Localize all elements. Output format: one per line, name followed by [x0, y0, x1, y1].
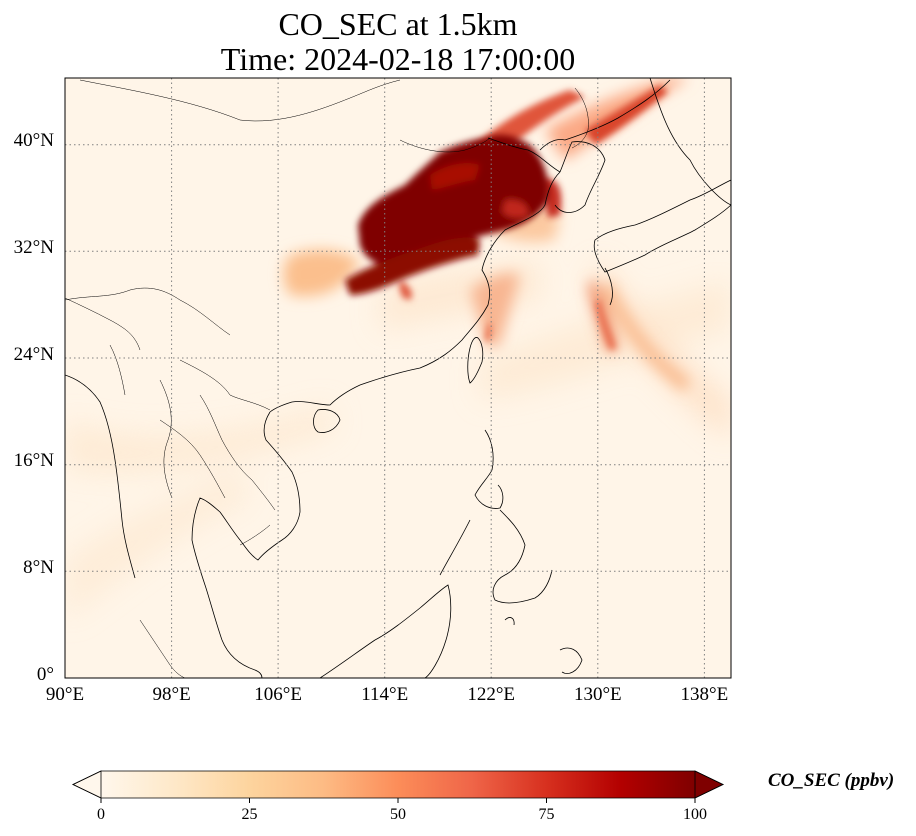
lon-tick-label: 130°E	[573, 684, 622, 705]
map-time-subtitle: Time: 2024-02-18 17:00:00	[220, 41, 576, 77]
co-concentration-field	[65, 78, 731, 620]
lon-tick-label: 138°E	[680, 684, 729, 705]
map-title: CO_SEC at 1.5km	[278, 6, 518, 42]
lat-tick-label: 24°N	[13, 344, 54, 365]
colorbar-tick-label: 50	[390, 806, 406, 823]
gridlines	[65, 78, 731, 678]
lon-tick-label: 98°E	[152, 684, 191, 705]
lat-tick-label: 0°	[36, 664, 54, 685]
map-frame	[64, 77, 732, 679]
colorbar-tick-label: 0	[97, 806, 105, 823]
concentration-background	[65, 78, 731, 678]
colorbar-tick-label: 100	[683, 806, 707, 823]
lat-tick-label: 8°N	[23, 557, 54, 578]
coastlines	[65, 78, 731, 678]
colorbar-gradient	[101, 771, 695, 798]
colorbar	[72, 770, 724, 803]
country-borders	[65, 79, 589, 678]
colorbar-label: CO_SEC (ppbv)	[768, 770, 895, 791]
colorbar-max-extend	[694, 770, 724, 799]
colorbar-min-extend	[72, 770, 102, 799]
colorbar-tick-label: 25	[241, 806, 258, 823]
lon-tick-label: 106°E	[254, 684, 302, 705]
lon-tick-label: 114°E	[361, 684, 409, 705]
lon-tick-label: 90°E	[45, 684, 85, 705]
lon-tick-label: 122°E	[467, 684, 516, 705]
colorbar-tick-label: 75	[538, 806, 555, 823]
lat-tick-label: 40°N	[13, 130, 54, 151]
lat-tick-label: 32°N	[13, 237, 54, 258]
lat-tick-label: 16°N	[13, 450, 54, 471]
